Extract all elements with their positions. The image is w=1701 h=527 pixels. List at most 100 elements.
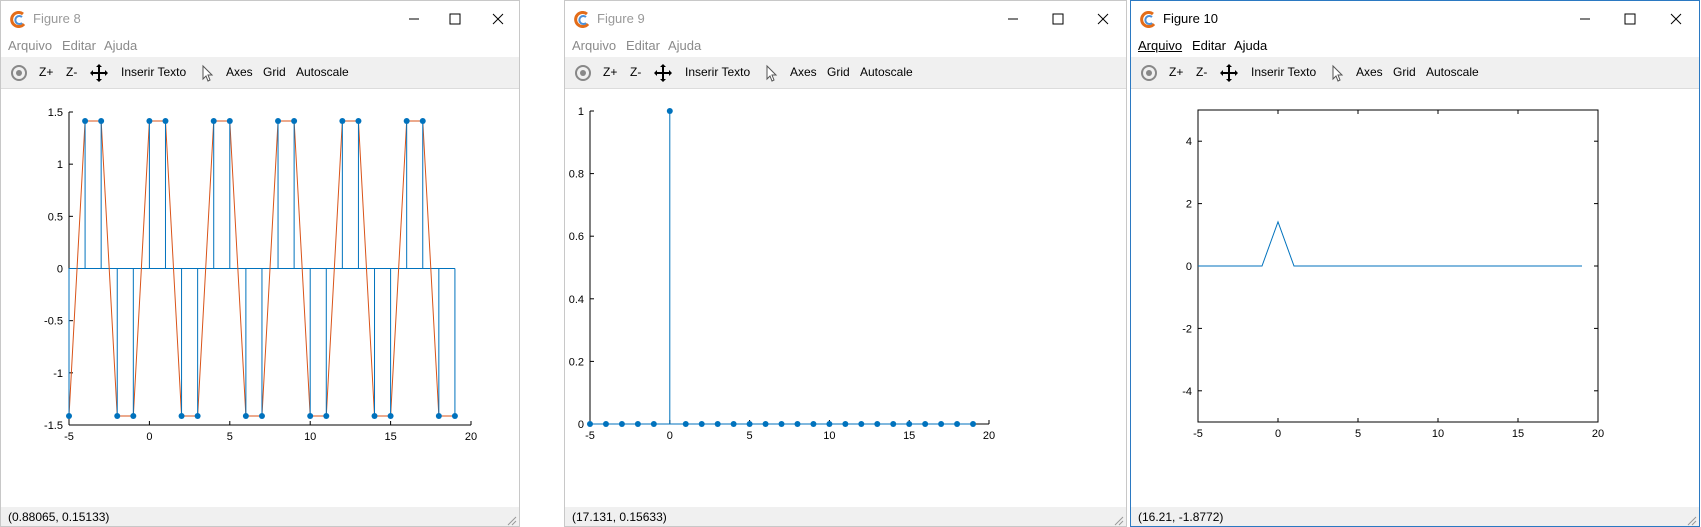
select-cursor-icon[interactable] [198, 63, 218, 83]
autoscale-button[interactable]: Autoscale [860, 65, 913, 79]
maximize-button[interactable] [1607, 1, 1653, 37]
stem-marker [587, 421, 593, 427]
stem-marker [242, 413, 249, 420]
y-tick-label: 2 [1186, 199, 1192, 211]
y-tick-label: 0.8 [569, 169, 584, 181]
x-tick-label: 5 [227, 431, 233, 443]
x-tick-label: 0 [146, 431, 152, 443]
zoom-out-button[interactable]: Z- [1196, 65, 1208, 79]
y-tick-label: 0 [578, 419, 584, 431]
menu-editar[interactable]: Editar [626, 38, 660, 53]
grid-button[interactable]: Grid [1393, 65, 1416, 79]
stem-marker [874, 421, 881, 427]
title-bar[interactable]: Figure 8 [1, 1, 519, 37]
maximize-button[interactable] [1035, 1, 1081, 37]
plot-area[interactable]: -5 0 5 10 15 20 1 0.8 0.6 0.4 0.2 0 [565, 89, 1126, 507]
x-tick-label: 10 [1432, 428, 1444, 440]
minimize-button[interactable] [990, 1, 1036, 37]
stem-marker [146, 117, 153, 124]
menu-editar[interactable]: Editar [1192, 38, 1226, 53]
insert-text-button[interactable]: Inserir Texto [1251, 65, 1317, 79]
stem-marker [210, 117, 217, 124]
autoscale-button[interactable]: Autoscale [296, 65, 349, 79]
pan-move-icon[interactable] [89, 63, 109, 83]
axes-button[interactable]: Axes [1356, 65, 1383, 79]
select-cursor-icon[interactable] [762, 63, 782, 83]
stem-marker [650, 421, 657, 427]
y-tick-label: 0.6 [569, 231, 584, 243]
menu-arquivo[interactable]: Arquivo [1138, 38, 1183, 53]
plot-area[interactable]: -5 0 5 10 15 20 1.5 1 0.5 0 -0.5 -1 -1.5 [1, 89, 519, 507]
zoom-in-button[interactable]: Z+ [603, 65, 618, 79]
figure-10-window: Figure 10 Arquivo Editar Ajuda Z+ Z- Ins… [1130, 0, 1700, 527]
status-bar: (16.21, -1.8772) [1131, 507, 1699, 526]
insert-text-button[interactable]: Inserir Texto [685, 65, 751, 79]
x-tick-label: 15 [903, 430, 915, 442]
zoom-in-button[interactable]: Z+ [1169, 65, 1184, 79]
autoscale-button[interactable]: Autoscale [1426, 65, 1479, 79]
stem-marker [666, 108, 673, 114]
octave-logo-icon [10, 11, 26, 28]
resize-grip-icon[interactable] [507, 516, 517, 526]
y-tick-label: 4 [1186, 136, 1192, 148]
close-button[interactable] [1653, 1, 1699, 37]
minimize-button[interactable] [391, 1, 437, 37]
stem-marker [387, 413, 394, 420]
menu-arquivo[interactable]: Arquivo [8, 38, 53, 53]
stem-marker [258, 413, 265, 420]
minimize-button[interactable] [1562, 1, 1608, 37]
plot-area[interactable]: -5 0 5 10 15 20 4 2 0 -2 -4 [1131, 89, 1699, 507]
stem-marker [842, 421, 849, 427]
axes-button[interactable]: Axes [226, 65, 253, 79]
grid-button[interactable]: Grid [827, 65, 850, 79]
y-tick-label: 1.5 [48, 107, 63, 119]
rotate-icon[interactable] [1139, 63, 1159, 83]
maximize-button[interactable] [432, 1, 478, 37]
y-tick-label: -1.5 [44, 420, 63, 432]
rotate-icon[interactable] [573, 63, 593, 83]
x-tick-label: 0 [1275, 428, 1281, 440]
stem-marker [858, 421, 865, 427]
stem-marker [810, 421, 817, 427]
resize-grip-icon[interactable] [1687, 516, 1697, 526]
close-button[interactable] [1080, 1, 1126, 37]
y-tick-label: -4 [1182, 386, 1192, 398]
y-tick-label: 0 [57, 264, 63, 276]
x-tick-label: 10 [823, 430, 835, 442]
figure-8-chart[interactable]: -5 0 5 10 15 20 1.5 1 0.5 0 -0.5 -1 -1.5 [1, 89, 520, 507]
y-tick-label: 0.5 [48, 211, 63, 223]
title-bar[interactable]: Figure 10 [1131, 1, 1699, 37]
stem-marker [66, 413, 72, 420]
stem-marker [339, 117, 346, 124]
zoom-out-button[interactable]: Z- [66, 65, 78, 79]
zoom-out-button[interactable]: Z- [630, 65, 642, 79]
insert-text-button[interactable]: Inserir Texto [121, 65, 187, 79]
menu-ajuda[interactable]: Ajuda [104, 38, 138, 53]
grid-button[interactable]: Grid [263, 65, 286, 79]
stem-marker [954, 421, 961, 427]
axes-button[interactable]: Axes [790, 65, 817, 79]
x-tick-label: 5 [747, 430, 753, 442]
menu-ajuda[interactable]: Ajuda [1234, 38, 1268, 53]
pan-move-icon[interactable] [653, 63, 673, 83]
close-button[interactable] [475, 1, 519, 37]
stem-marker [922, 421, 929, 427]
stem-marker [114, 413, 121, 420]
stem-marker [826, 421, 833, 427]
x-tick-label: 20 [983, 430, 995, 442]
resize-grip-icon[interactable] [1114, 516, 1124, 526]
select-cursor-icon[interactable] [1328, 63, 1348, 83]
pan-move-icon[interactable] [1219, 63, 1239, 83]
menu-ajuda[interactable]: Ajuda [668, 38, 702, 53]
x-tick-label: -5 [64, 431, 74, 443]
menu-bar: Arquivo Editar Ajuda [1131, 34, 1699, 56]
title-bar[interactable]: Figure 9 [565, 1, 1126, 37]
menu-arquivo[interactable]: Arquivo [572, 38, 617, 53]
rotate-icon[interactable] [9, 63, 29, 83]
zoom-in-button[interactable]: Z+ [39, 65, 54, 79]
stem-marker [275, 117, 282, 124]
menu-editar[interactable]: Editar [62, 38, 96, 53]
toolbar: Z+ Z- Inserir Texto Axes Grid Autoscale [1131, 57, 1699, 89]
